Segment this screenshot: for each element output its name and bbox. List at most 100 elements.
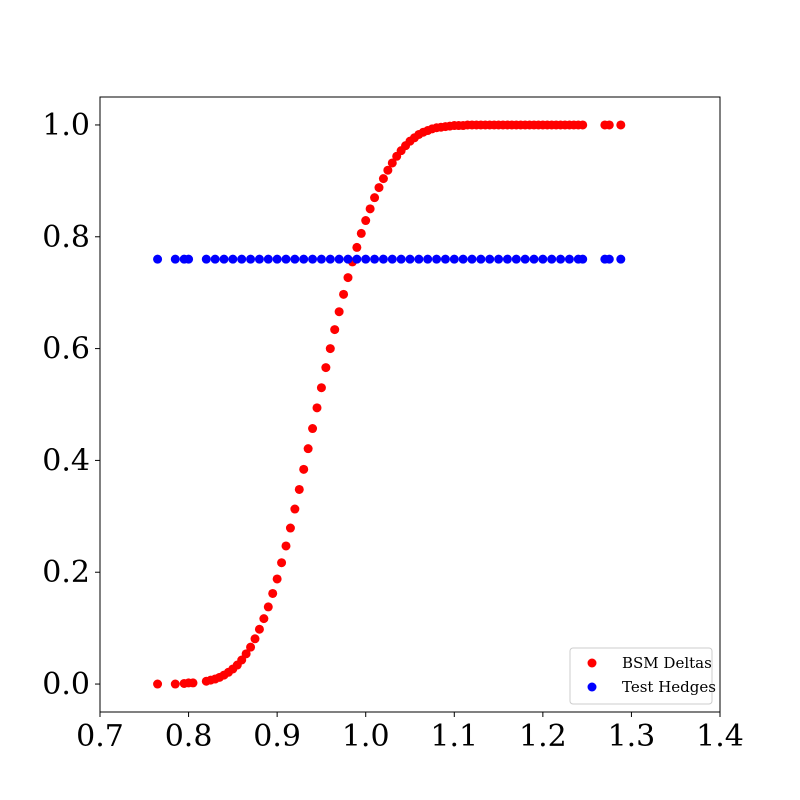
data-point-test-hedges xyxy=(432,254,442,264)
data-point-bsm-deltas xyxy=(578,120,588,130)
legend-marker-test-hedges xyxy=(587,682,597,692)
data-point-bsm-deltas xyxy=(365,204,375,214)
data-point-bsm-deltas xyxy=(312,403,322,413)
x-tick-label: 0.9 xyxy=(253,719,301,754)
data-point-test-hedges xyxy=(263,254,273,264)
data-point-bsm-deltas xyxy=(383,165,393,175)
legend-label-test-hedges: Test Hedges xyxy=(622,678,716,696)
data-point-bsm-deltas xyxy=(290,504,300,514)
data-point-test-hedges xyxy=(387,254,397,264)
data-point-test-hedges xyxy=(520,254,530,264)
data-point-test-hedges xyxy=(485,254,495,264)
data-point-bsm-deltas xyxy=(281,541,291,551)
data-point-bsm-deltas xyxy=(343,273,353,283)
data-point-test-hedges xyxy=(467,254,477,264)
data-point-bsm-deltas xyxy=(378,174,388,184)
data-point-bsm-deltas xyxy=(370,193,380,203)
data-point-test-hedges xyxy=(502,254,512,264)
x-tick-label: 1.1 xyxy=(430,719,478,754)
data-point-test-hedges xyxy=(529,254,539,264)
data-point-bsm-deltas xyxy=(188,678,198,688)
data-point-bsm-deltas xyxy=(294,484,304,494)
legend-box xyxy=(569,647,713,705)
data-marks xyxy=(153,120,626,689)
data-point-test-hedges xyxy=(361,254,371,264)
data-point-bsm-deltas xyxy=(299,464,309,474)
data-point-test-hedges xyxy=(396,254,406,264)
x-tick-label: 1.0 xyxy=(342,719,390,754)
data-point-test-hedges xyxy=(511,254,521,264)
data-point-test-hedges xyxy=(290,254,300,264)
data-point-bsm-deltas xyxy=(259,614,269,624)
data-point-bsm-deltas xyxy=(153,679,163,689)
data-point-test-hedges xyxy=(170,254,180,264)
data-point-test-hedges xyxy=(556,254,566,264)
data-point-test-hedges xyxy=(316,254,326,264)
data-point-test-hedges xyxy=(184,254,194,264)
y-tick-label: 0.2 xyxy=(42,555,90,590)
x-axis: 0.7 0.8 0.9 1.0 1.1 1.2 1.3 1.4 xyxy=(76,712,744,754)
legend-marker-bsm-deltas xyxy=(587,658,597,668)
data-point-bsm-deltas xyxy=(170,679,180,689)
data-point-bsm-deltas xyxy=(330,325,340,335)
data-point-test-hedges xyxy=(334,254,344,264)
data-point-bsm-deltas xyxy=(285,523,295,533)
data-point-bsm-deltas xyxy=(250,634,260,644)
data-point-bsm-deltas xyxy=(604,120,614,130)
data-point-test-hedges xyxy=(246,254,256,264)
data-point-test-hedges xyxy=(219,254,229,264)
data-point-test-hedges xyxy=(308,254,318,264)
data-point-bsm-deltas xyxy=(321,363,331,373)
data-point-test-hedges xyxy=(494,254,504,264)
data-point-test-hedges xyxy=(281,254,291,264)
data-point-test-hedges xyxy=(254,254,264,264)
data-point-test-hedges xyxy=(547,254,557,264)
y-tick-label: 0.8 xyxy=(42,220,90,255)
data-point-bsm-deltas xyxy=(254,624,264,634)
data-point-test-hedges xyxy=(378,254,388,264)
data-point-bsm-deltas xyxy=(334,307,344,317)
data-point-test-hedges xyxy=(440,254,450,264)
data-point-bsm-deltas xyxy=(339,289,349,299)
data-point-test-hedges xyxy=(449,254,459,264)
x-tick-label: 0.8 xyxy=(165,719,213,754)
data-point-bsm-deltas xyxy=(268,588,278,598)
x-tick-label: 1.4 xyxy=(696,719,744,754)
y-tick-label: 0.0 xyxy=(42,667,90,702)
y-tick-label: 1.0 xyxy=(42,108,90,143)
data-point-test-hedges xyxy=(352,254,362,264)
data-point-test-hedges xyxy=(228,254,238,264)
data-point-test-hedges xyxy=(210,254,220,264)
data-point-test-hedges xyxy=(414,254,424,264)
data-point-bsm-deltas xyxy=(316,383,326,393)
data-point-test-hedges xyxy=(343,254,353,264)
data-point-test-hedges xyxy=(325,254,335,264)
data-point-test-hedges xyxy=(201,254,211,264)
data-point-bsm-deltas xyxy=(374,183,384,193)
data-point-test-hedges xyxy=(578,254,588,264)
data-point-bsm-deltas xyxy=(263,602,273,612)
data-point-test-hedges xyxy=(370,254,380,264)
data-point-test-hedges xyxy=(237,254,247,264)
data-point-test-hedges xyxy=(458,254,468,264)
data-point-test-hedges xyxy=(538,254,548,264)
data-point-test-hedges xyxy=(423,254,433,264)
y-tick-label: 0.4 xyxy=(42,443,90,478)
legend: BSM Deltas Test Hedges xyxy=(569,647,716,705)
plot-frame xyxy=(99,96,721,713)
data-point-bsm-deltas xyxy=(356,228,366,238)
y-tick-label: 0.6 xyxy=(42,332,90,367)
data-point-bsm-deltas xyxy=(325,344,335,354)
data-point-bsm-deltas xyxy=(616,120,626,130)
data-point-bsm-deltas xyxy=(308,424,318,434)
data-point-bsm-deltas xyxy=(246,642,256,652)
x-tick-label: 1.2 xyxy=(519,719,567,754)
x-tick-label: 0.7 xyxy=(76,719,124,754)
series-bsm-deltas xyxy=(153,120,626,689)
data-point-test-hedges xyxy=(153,254,163,264)
data-point-bsm-deltas xyxy=(361,216,371,226)
data-point-bsm-deltas xyxy=(303,444,313,454)
data-point-test-hedges xyxy=(299,254,309,264)
